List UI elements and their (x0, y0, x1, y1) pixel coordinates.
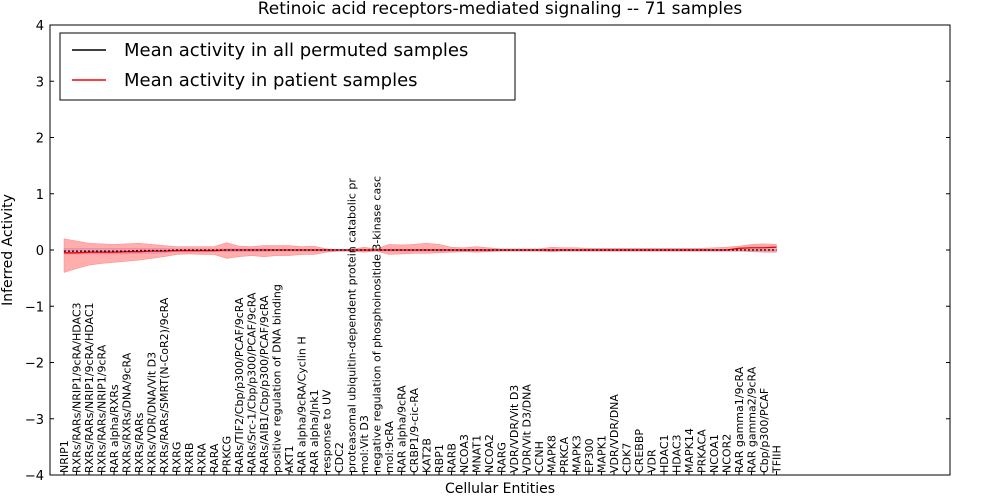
x-category-label: Cbp/p300/PCAF (758, 388, 771, 473)
x-category-label: NCOA1 (708, 434, 721, 473)
x-category-label: HDAC1 (658, 434, 671, 473)
x-category-label: RARs/AIB1/Cbp/p300/PCAF/9cRA (258, 295, 271, 473)
x-category-label: MAPK8 (546, 435, 559, 473)
x-category-label: RAR gamma1/9cRA (733, 366, 746, 473)
x-category-label: RBP1 (433, 444, 446, 473)
x-category-label: NCOR2 (721, 434, 734, 473)
x-category-label: RAR alpha/Jnk1 (308, 389, 321, 473)
y-axis-ticks: −4 −3 −2 −1 0 1 2 3 4 (25, 19, 950, 484)
x-category-label: NRIP1 (58, 440, 71, 473)
x-category-label: AKT1 (283, 445, 296, 473)
x-category-label: RXRs/RARs/NRIP1/9cRA/HDAC3 (71, 302, 84, 473)
y-tick-label: −3 (25, 413, 44, 428)
legend-box (59, 32, 516, 101)
x-category-label: RXRs/RXRs/DNA/9cRA (121, 352, 134, 473)
x-category-label: RXRB (183, 443, 196, 473)
x-category-label: positive regulation of DNA binding (271, 284, 284, 473)
x-category-label: RXRs/RARs/NRIP1/9cRA/HDAC1 (83, 302, 96, 473)
y-tick-label: −2 (25, 357, 44, 372)
x-category-label: PRKCA (558, 436, 571, 473)
legend-label-permuted: Mean activity in all permuted samples (124, 40, 468, 61)
x-category-label: mol:9cRA (383, 421, 396, 473)
x-category-label: mol:Vit D3 (358, 415, 371, 473)
x-category-label: CDC2 (333, 442, 346, 473)
x-category-label: NCOA2 (483, 434, 496, 473)
x-category-label: MAPK14 (683, 428, 696, 473)
x-category-label: VDR/Vit D3/DNA (521, 384, 534, 473)
chart-title: Retinoic acid receptors-mediated signali… (258, 0, 743, 19)
legend-label-patient: Mean activity in patient samples (124, 70, 418, 91)
y-tick-label: 0 (36, 244, 44, 259)
permuted-mean-line (64, 249, 777, 252)
x-category-label: RAR alpha/9cRA (396, 385, 409, 473)
x-category-label: RARs/Src-1/Cbp/p300/PCAF/9cRA (246, 292, 259, 473)
x-category-label: proteasomal ubiquitin-dependent protein … (346, 178, 359, 473)
x-category-label: MAPK1 (596, 435, 609, 473)
x-category-label: RAR gamma2/9cRA (746, 366, 759, 473)
series-lines (64, 246, 777, 254)
x-category-label: RXRs/VDR/DNA/Vit D3 (146, 352, 159, 473)
x-category-label: NCOA3 (458, 434, 471, 473)
y-tick-label: −4 (25, 469, 44, 484)
x-category-label: RAR alpha/9cRA/Cyclin H (296, 336, 309, 473)
x-category-label: TFIIH (771, 445, 784, 474)
x-category-label: KAT2B (421, 438, 434, 473)
y-tick-label: 2 (36, 132, 44, 147)
x-category-label: PRKACA (696, 429, 709, 473)
x-category-label: RARA (208, 443, 221, 473)
x-category-label: negative regulation of phosphoinositide … (371, 176, 384, 473)
x-category-label: RAR alpha/RXRs (108, 384, 121, 473)
x-axis-category-labels: NRIP1 RXRs/RARs/NRIP1/9cRA/HDAC3 RXRs/RARs… (58, 176, 784, 475)
x-category-label: RXRs/RARs (133, 412, 146, 473)
x-category-label: CRBP1/9-cic-RA (408, 388, 421, 473)
x-category-label: CREBBP (633, 429, 646, 473)
x-category-label: VDR/VDR/Vit D3 (508, 385, 521, 473)
x-category-label: RARs/TIF2/Cbp/p300/PCAF/9cRA (233, 297, 246, 473)
x-category-label: VDR/VDR/DNA (608, 394, 621, 473)
x-category-label: HDAC3 (671, 434, 684, 473)
x-category-label: RXRA (196, 443, 209, 473)
x-category-label: PRKCG (221, 436, 234, 473)
x-category-label: MNAT1 (471, 435, 484, 473)
legend: Mean activity in all permuted samples Me… (59, 32, 516, 101)
x-category-label: VDR (646, 449, 659, 473)
y-tick-label: −1 (25, 300, 44, 315)
x-axis-title: Cellular Entities (445, 481, 555, 497)
x-category-label: CCNH (533, 441, 546, 473)
x-category-label: RARG (496, 442, 509, 473)
x-category-label: RXRG (171, 442, 184, 473)
y-tick-label: 1 (36, 188, 44, 203)
x-category-label: MAPK3 (571, 435, 584, 473)
x-category-label: CDK7 (621, 443, 634, 473)
y-tick-label: 3 (36, 75, 44, 90)
x-category-label: RXRs/RARs/NRIP1/9cRA (96, 344, 109, 473)
y-tick-label: 4 (36, 19, 44, 34)
x-category-label: RARB (446, 443, 459, 473)
x-category-label: RXRs/RARs/SMRT(N-CoR2)/9cRA (158, 297, 171, 473)
x-category-label: EP300 (583, 438, 596, 473)
x-category-label: response to UV (321, 389, 334, 473)
patient-band (63, 238, 777, 273)
y-axis-title: Inferred Activity (0, 194, 16, 306)
